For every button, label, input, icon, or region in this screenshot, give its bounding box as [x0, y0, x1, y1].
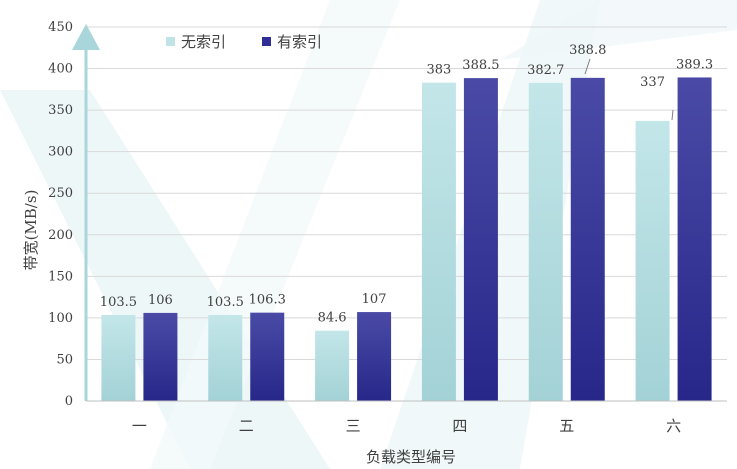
y-tick-label: 50	[56, 352, 73, 367]
y-axis-title: 带宽(MB/s)	[22, 190, 40, 271]
data-label: 388.5	[462, 58, 499, 73]
bar-no-index	[528, 82, 563, 401]
y-tick-label: 450	[48, 20, 73, 35]
data-label: 382.7	[527, 63, 564, 78]
y-tick-label: 300	[48, 145, 73, 160]
x-tick-label: 三	[346, 417, 361, 435]
x-tick-label: 一	[132, 417, 147, 435]
x-tick-label: 五	[559, 417, 574, 435]
y-tick-label: 0	[65, 394, 73, 409]
data-label: 337	[640, 75, 665, 90]
bar-with-index	[357, 312, 392, 401]
leader-line-six	[671, 109, 674, 121]
bar-with-index	[250, 312, 285, 401]
bar-with-index	[677, 77, 712, 401]
legend-swatch-series-1	[166, 37, 175, 46]
bar-no-index	[101, 314, 136, 401]
data-label: 389.3	[676, 57, 713, 72]
bar-with-index	[143, 312, 178, 401]
data-labels: 103.5 106 103.5 106.3 84.6 107 383 388.5 382.7 38…	[100, 43, 713, 326]
y-axis-arrow	[72, 24, 100, 50]
bar-no-index	[635, 120, 670, 401]
x-tick-labels: 一二三四五六	[132, 417, 681, 435]
legend-swatch-series-2	[262, 37, 271, 46]
bar-no-index	[421, 82, 456, 401]
y-tick-label: 150	[48, 269, 73, 284]
data-label: 383	[427, 63, 452, 78]
x-tick-label: 六	[666, 417, 681, 435]
bar-no-index	[315, 330, 350, 401]
bars	[101, 77, 712, 401]
data-label: 106	[148, 293, 173, 308]
data-label: 84.6	[318, 311, 347, 326]
y-tick-label: 400	[48, 62, 73, 77]
legend-label-series-2: 有索引	[277, 33, 322, 51]
x-axis-title: 负载类型编号	[366, 448, 456, 466]
bar-with-index	[463, 78, 498, 401]
bar-no-index	[208, 314, 243, 401]
data-label: 388.8	[569, 43, 606, 58]
bar-with-index	[570, 77, 605, 401]
legend: 无索引 有索引	[166, 33, 322, 51]
legend-label-series-1: 无索引	[181, 33, 226, 51]
leader-line-five	[584, 58, 591, 75]
y-tick-label: 350	[48, 103, 73, 118]
data-label: 103.5	[100, 295, 137, 310]
x-tick-label: 四	[452, 417, 467, 435]
y-tick-label: 200	[48, 228, 73, 243]
y-tick-label: 100	[48, 311, 73, 326]
data-label: 106.3	[249, 293, 286, 308]
y-tick-label: 250	[48, 186, 73, 201]
gridlines	[86, 26, 727, 360]
x-tick-label: 二	[239, 417, 254, 435]
y-tick-labels: 0 50 100 150 200 250 300 350 400 450	[48, 20, 73, 409]
data-label: 107	[362, 292, 387, 307]
data-label: 103.5	[207, 295, 244, 310]
